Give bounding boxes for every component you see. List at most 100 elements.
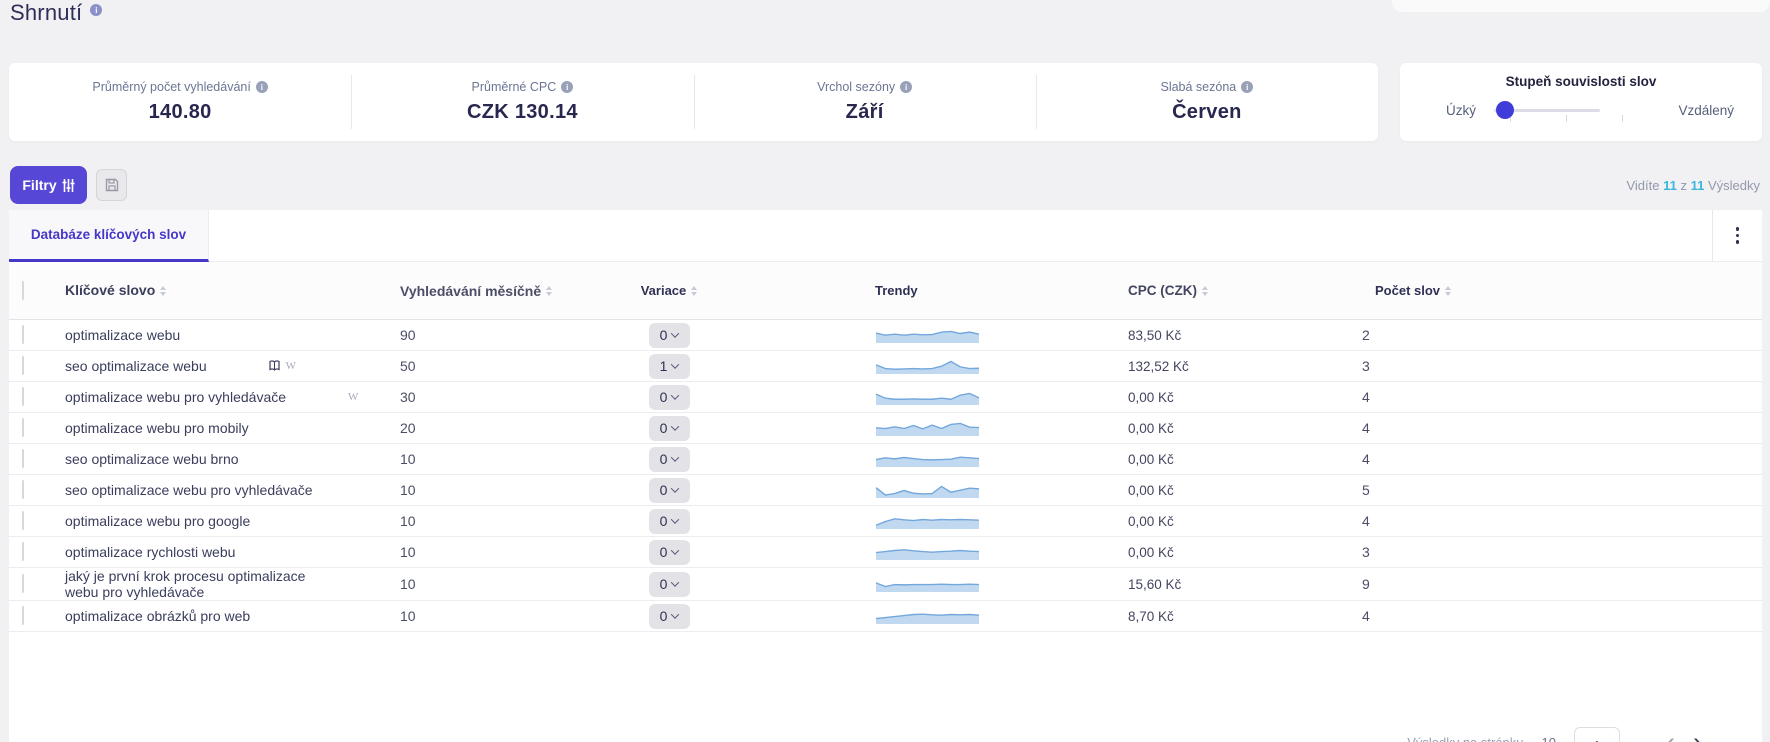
trend-sparkline xyxy=(875,455,980,467)
row-checkbox[interactable] xyxy=(22,387,24,406)
keyword-text[interactable]: optimalizace webu xyxy=(65,326,181,343)
stat-peak-season: Vrchol sezóny i Září xyxy=(693,63,1036,141)
sort-icon xyxy=(546,285,553,296)
stat-label: Průměrný počet vyhledávání xyxy=(92,80,251,94)
keyword-text[interactable]: optimalizace webu pro google xyxy=(65,512,251,529)
slider-knob[interactable] xyxy=(1496,101,1514,119)
tab-label: Databáze klíčových slov xyxy=(30,227,187,242)
variations-dropdown[interactable]: 0 xyxy=(648,446,690,472)
monthly-searches-value: 10 xyxy=(400,482,416,498)
keyword-text[interactable]: seo optimalizace webu brno xyxy=(65,450,239,467)
word-count-value: 4 xyxy=(1362,389,1370,405)
book-icon xyxy=(269,360,280,372)
tab-keyword-database[interactable]: Databáze klíčových slov xyxy=(9,210,209,262)
row-checkbox[interactable] xyxy=(22,574,24,594)
stat-avg-cpc: Průměrné CPC i CZK 130.14 xyxy=(351,63,693,141)
cpc-value: 0,00 Kč xyxy=(1128,389,1174,405)
variations-dropdown[interactable]: 0 xyxy=(648,539,690,565)
word-count-value: 4 xyxy=(1362,451,1370,467)
column-header-cpc[interactable]: CPC (CZK) xyxy=(1110,283,1340,298)
variations-count: 0 xyxy=(659,389,668,405)
trend-sparkline xyxy=(875,422,980,436)
word-relevance-card: Stupeň souvislosti slov Úzký Vzdálený xyxy=(1400,63,1762,141)
word-count-value: 2 xyxy=(1362,327,1370,343)
stat-label: Průměrné CPC xyxy=(471,80,557,94)
monthly-searches-value: 10 xyxy=(400,513,416,529)
row-checkbox[interactable] xyxy=(22,418,24,437)
row-checkbox[interactable] xyxy=(22,511,24,530)
table-row: optimalizace rychlosti webu 10 0 0,00 Kč… xyxy=(9,537,1762,568)
keyword-text[interactable]: optimalizace webu pro mobily xyxy=(65,419,249,436)
keyword-text[interactable]: optimalizace webu pro vyhledávače xyxy=(65,388,287,405)
variations-dropdown[interactable]: 0 xyxy=(648,415,690,441)
stat-value: CZK 130.14 xyxy=(466,101,578,123)
monthly-searches-value: 20 xyxy=(400,420,416,436)
row-checkbox[interactable] xyxy=(22,449,24,468)
trend-sparkline xyxy=(875,330,980,343)
info-icon[interactable]: i xyxy=(900,81,913,93)
cpc-value: 0,00 Kč xyxy=(1128,451,1174,467)
table-row: optimalizace obrázků pro web 10 0 8,70 K… xyxy=(9,601,1762,633)
column-header-variations[interactable]: Variace xyxy=(624,283,714,298)
relevance-slider[interactable] xyxy=(1494,101,1660,122)
keyword-text[interactable]: optimalizace rychlosti webu xyxy=(65,543,236,560)
row-checkbox[interactable] xyxy=(22,542,24,561)
previous-page-button[interactable]: ‹ xyxy=(1666,727,1675,742)
chevron-down-icon xyxy=(671,484,680,493)
table-menu-button[interactable] xyxy=(1712,210,1762,261)
table-body: optimalizace webu 90 0 83,50 Kč 2 seo op… xyxy=(9,320,1762,633)
variations-dropdown[interactable]: 0 xyxy=(648,322,690,348)
keyword-text[interactable]: jaký je první krok procesu optimalizace … xyxy=(65,568,306,601)
stat-value: Červen xyxy=(1172,101,1242,123)
stat-label: Vrchol sezóny xyxy=(817,80,896,94)
variations-dropdown[interactable]: 0 xyxy=(648,508,690,534)
tab-bar: Databáze klíčových slov xyxy=(9,210,1762,262)
slider-track[interactable] xyxy=(1494,109,1601,112)
info-icon[interactable]: i xyxy=(255,81,268,93)
row-checkbox[interactable] xyxy=(22,606,24,626)
relevance-label-narrow: Úzký xyxy=(1446,102,1476,118)
filters-button[interactable]: Filtry xyxy=(10,166,87,204)
select-all-checkbox[interactable] xyxy=(22,280,24,300)
row-checkbox[interactable] xyxy=(22,480,24,499)
table-row: optimalizace webu pro mobily 20 0 0,00 K… xyxy=(9,413,1762,444)
stat-value: Září xyxy=(845,101,884,123)
table-row: jaký je první krok procesu optimalizace … xyxy=(9,568,1762,602)
chevron-down-icon xyxy=(671,422,680,431)
keyword-text[interactable]: seo optimalizace webu xyxy=(65,357,207,374)
current-page-box[interactable]: 1 xyxy=(1574,727,1620,742)
variations-dropdown[interactable]: 0 xyxy=(648,603,690,629)
variations-dropdown[interactable]: 0 xyxy=(648,384,690,410)
save-filter-button[interactable] xyxy=(96,169,127,201)
cpc-value: 0,00 Kč xyxy=(1128,544,1174,560)
variations-dropdown[interactable]: 0 xyxy=(648,477,690,503)
variations-dropdown[interactable]: 1 xyxy=(648,353,690,379)
row-checkbox[interactable] xyxy=(22,325,24,344)
row-checkbox[interactable] xyxy=(22,356,24,375)
sort-icon xyxy=(1445,285,1452,296)
trend-sparkline xyxy=(875,581,980,592)
info-icon[interactable]: i xyxy=(1241,81,1254,93)
trend-sparkline xyxy=(875,517,980,529)
kebab-icon xyxy=(1735,227,1740,244)
chevron-down-icon xyxy=(671,546,680,555)
top-panel-edge xyxy=(1392,0,1770,12)
word-count-value: 4 xyxy=(1362,420,1370,436)
info-icon[interactable]: i xyxy=(561,81,574,93)
variations-dropdown[interactable]: 0 xyxy=(648,571,690,597)
variations-count: 0 xyxy=(659,544,668,560)
per-page-value[interactable]: 10 xyxy=(1542,735,1556,742)
keyword-text[interactable]: optimalizace obrázků pro web xyxy=(65,608,251,625)
chevron-down-icon xyxy=(671,610,680,620)
column-header-keyword[interactable]: Klíčové slovo xyxy=(49,282,384,298)
column-header-searches[interactable]: Vyhledávání měsíčně xyxy=(384,283,624,299)
variations-count: 0 xyxy=(659,482,668,498)
table-row: seo optimalizace webu brno 10 0 0,00 Kč … xyxy=(9,444,1762,475)
next-page-button[interactable]: › xyxy=(1693,727,1702,742)
trend-sparkline xyxy=(875,360,980,374)
chevron-down-icon xyxy=(671,578,680,587)
keyword-text[interactable]: seo optimalizace webu pro vyhledávače xyxy=(65,481,313,498)
monthly-searches-value: 30 xyxy=(400,389,416,405)
info-icon[interactable]: i xyxy=(90,4,103,16)
column-header-words[interactable]: Počet slov xyxy=(1340,283,1762,298)
